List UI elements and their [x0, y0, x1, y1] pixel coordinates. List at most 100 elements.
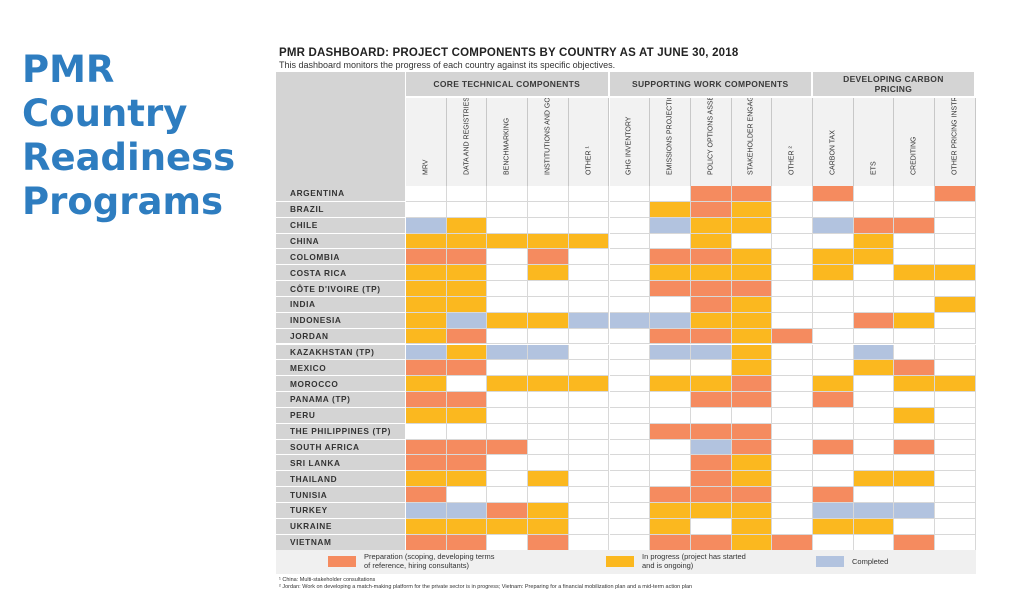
- status-cell: [853, 217, 895, 234]
- status-cell: [853, 439, 895, 456]
- row-label: MOROCCO: [276, 376, 405, 393]
- status-cell: [568, 518, 610, 535]
- status-cell: [731, 423, 773, 440]
- status-cell: [935, 376, 976, 393]
- status-cell: [731, 439, 773, 456]
- status-cell: [813, 360, 854, 377]
- status-cell: [568, 439, 610, 456]
- status-cell: [568, 407, 610, 424]
- status-cell: [690, 487, 732, 503]
- status-cell: [894, 518, 936, 535]
- status-cell: [853, 328, 895, 345]
- column-header: STAKEHOLDER ENGAGEMENT/ COMMUNICATIONS: [731, 98, 773, 186]
- column-header: INSTITUTIONS AND GOVERNANCE: [528, 98, 569, 186]
- status-cell: [731, 376, 773, 393]
- status-cell: [894, 407, 936, 424]
- status-cell: [446, 455, 488, 472]
- column-header: OTHER ¹: [568, 98, 610, 186]
- status-cell: [731, 186, 773, 202]
- status-cell: [894, 376, 936, 393]
- row-label: THE PHILIPPINES (TP): [276, 423, 405, 440]
- row-label: BRAZIL: [276, 201, 405, 218]
- row-label: TURKEY: [276, 503, 405, 519]
- status-cell: [731, 487, 773, 503]
- status-cell: [446, 249, 488, 266]
- status-cell: [406, 487, 447, 503]
- status-cell: [487, 487, 529, 503]
- status-cell: [487, 296, 529, 313]
- status-cell: [406, 296, 447, 313]
- status-cell: [528, 296, 569, 313]
- status-cell: [894, 455, 936, 472]
- legend-label: In progress (project has started and is o…: [642, 552, 746, 570]
- status-cell: [813, 249, 854, 266]
- row-label: THAILAND: [276, 471, 405, 488]
- status-cell: [568, 360, 610, 377]
- status-cell: [650, 233, 691, 250]
- status-cell: [609, 328, 651, 345]
- status-cell: [772, 201, 813, 218]
- status-cell: [406, 503, 447, 519]
- header-corner: [276, 72, 405, 186]
- status-cell: [894, 503, 936, 519]
- status-cell: [650, 249, 691, 266]
- status-cell: [772, 265, 813, 282]
- status-cell: [690, 265, 732, 282]
- status-cell: [935, 534, 976, 551]
- legend-label-line: In progress (project has started: [642, 552, 746, 561]
- status-cell: [609, 312, 651, 329]
- column-header: CREDITING: [894, 98, 936, 186]
- status-cell: [690, 186, 732, 202]
- status-cell: [772, 392, 813, 408]
- status-cell: [528, 344, 569, 361]
- status-cell: [813, 423, 854, 440]
- column-header-label: CREDITING: [910, 136, 918, 176]
- legend-label-line: and is ongoing): [642, 560, 694, 570]
- status-cell: [935, 281, 976, 297]
- status-cell: [609, 233, 651, 250]
- status-cell: [813, 518, 854, 535]
- status-cell: [853, 455, 895, 472]
- status-cell: [446, 503, 488, 519]
- status-cell: [853, 312, 895, 329]
- status-cell: [731, 217, 773, 234]
- status-cell: [935, 312, 976, 329]
- status-cell: [731, 296, 773, 313]
- status-cell: [813, 312, 854, 329]
- status-cell: [894, 423, 936, 440]
- status-cell: [406, 360, 447, 377]
- status-cell: [487, 265, 529, 282]
- status-cell: [609, 360, 651, 377]
- status-cell: [528, 201, 569, 218]
- status-cell: [650, 312, 691, 329]
- slide-title-line: Readiness: [22, 136, 236, 179]
- column-header: DATA AND REGISTRIES: [446, 98, 488, 186]
- legend: Preparation (scoping, developing terms of…: [276, 550, 976, 574]
- status-cell: [568, 186, 610, 202]
- status-cell: [690, 534, 732, 551]
- status-cell: [650, 503, 691, 519]
- column-header: MRV: [406, 98, 447, 186]
- status-cell: [528, 360, 569, 377]
- status-cell: [935, 265, 976, 282]
- status-cell: [487, 344, 529, 361]
- status-cell: [690, 439, 732, 456]
- status-cell: [609, 518, 651, 535]
- status-cell: [894, 186, 936, 202]
- row-label: CHINA: [276, 233, 405, 250]
- column-header-label: STAKEHOLDER ENGAGEMENT/ COMMUNICATIONS: [748, 98, 755, 175]
- status-cell: [446, 534, 488, 551]
- status-cell: [894, 439, 936, 456]
- row-label: COSTA RICA: [276, 265, 405, 282]
- status-cell: [731, 392, 773, 408]
- status-cell: [487, 534, 529, 551]
- status-cell: [528, 503, 569, 519]
- status-cell: [609, 281, 651, 297]
- status-cell: [406, 455, 447, 472]
- status-cell: [690, 281, 732, 297]
- status-cell: [528, 534, 569, 551]
- status-cell: [690, 233, 732, 250]
- status-cell: [772, 344, 813, 361]
- column-header: EMISSIONS PROJECTIONS/ NDC DEVELOPMENT: [650, 98, 691, 186]
- status-cell: [935, 186, 976, 202]
